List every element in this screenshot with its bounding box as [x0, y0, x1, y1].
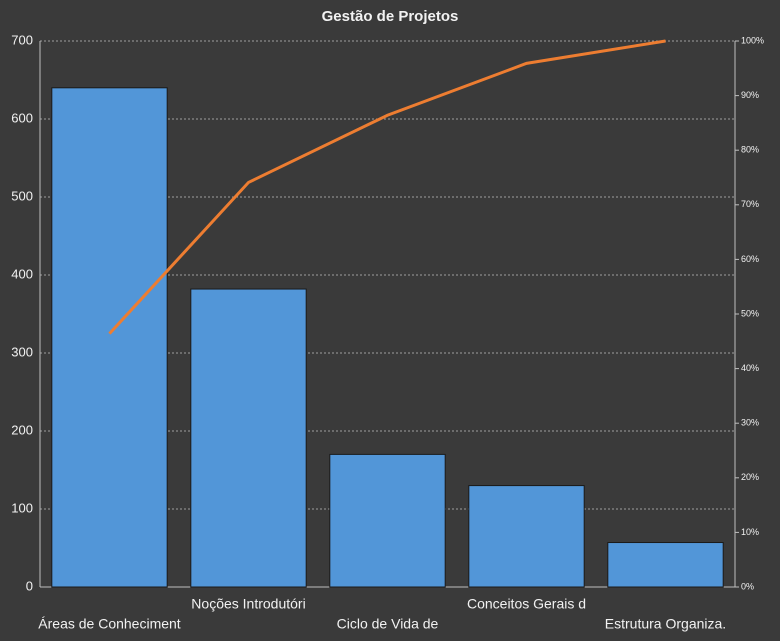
y-tick-label: 0	[26, 578, 33, 593]
x-tick-label: Noções Introdutóri	[191, 596, 305, 612]
y-tick-label: 300	[11, 344, 33, 359]
y2-tick-label: 20%	[741, 472, 759, 482]
y-tick-label: 400	[11, 266, 33, 281]
x-tick-label: Estrutura Organiza.	[605, 616, 726, 632]
y2-tick-label: 0%	[741, 581, 754, 591]
line	[108, 39, 666, 335]
y2-tick-label: 90%	[741, 90, 759, 100]
y2-tick-label: 40%	[741, 363, 759, 373]
y2-tick-label: 70%	[741, 199, 759, 209]
x-tick-label: Áreas de Conheciment	[38, 616, 181, 632]
y2-tick-label: 80%	[741, 145, 759, 155]
y2-tick-label: 30%	[741, 418, 759, 428]
bar	[190, 288, 307, 588]
bar	[329, 453, 446, 588]
y-tick-label: 100	[11, 500, 33, 515]
x-tick-label: Ciclo de Vida de	[337, 616, 439, 632]
chart-title: Gestão de Projetos	[322, 8, 459, 25]
y2-tick-label: 60%	[741, 254, 759, 264]
y2-tick-label: 10%	[741, 527, 759, 537]
y2-tick-label: 100%	[741, 35, 764, 45]
y-tick-label: 200	[11, 422, 33, 437]
bar	[51, 87, 168, 588]
x-tick-label: Conceitos Gerais d	[467, 596, 586, 612]
y2-tick-label: 50%	[741, 308, 759, 318]
y-tick-label: 700	[11, 32, 33, 47]
y-tick-label: 500	[11, 188, 33, 203]
bar	[468, 485, 585, 588]
y-tick-label: 600	[11, 110, 33, 125]
bar	[607, 542, 724, 588]
